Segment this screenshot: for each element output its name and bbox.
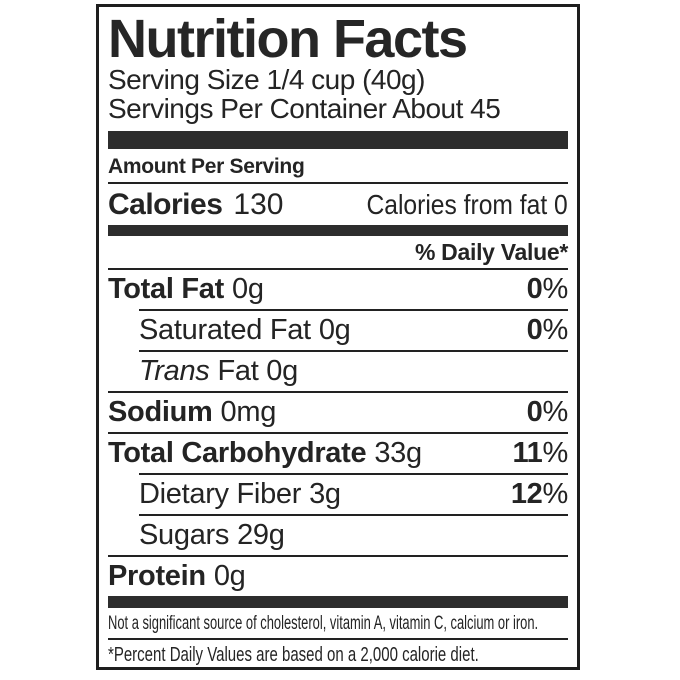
row-dietary-fiber: Dietary Fiber 3g 12% xyxy=(108,475,568,514)
nutrient-amount: Fat 0g xyxy=(217,355,298,387)
row-total-carbohydrate: Total Carbohydrate 33g 11% xyxy=(108,434,568,473)
calories-row: Calories 130 Calories from fat 0 xyxy=(108,184,568,225)
serving-info: Serving Size 1/4 cup (40g) Servings Per … xyxy=(108,65,568,123)
divider-rule xyxy=(139,514,568,516)
divider-rule xyxy=(108,638,568,640)
nutrient-name: Protein xyxy=(108,560,206,592)
nutrient-name: Sugars xyxy=(139,519,230,551)
nutrient-amount: 0mg xyxy=(220,396,277,428)
row-total-fat: Total Fat 0g 0% xyxy=(108,270,568,309)
daily-value-percent: 12% xyxy=(510,478,568,510)
nutrient-name: Total Carbohydrate xyxy=(108,437,367,469)
nutrient-name: Dietary Fiber xyxy=(139,478,302,510)
divider-rule xyxy=(139,473,568,475)
daily-values-footnote: *Percent Daily Values are based on a 2,0… xyxy=(108,644,479,666)
divider-rule xyxy=(139,350,568,352)
row-sugars: Sugars 29g xyxy=(108,516,568,555)
nutrient-name: Saturated Fat xyxy=(139,314,311,346)
daily-value-percent: 0% xyxy=(526,273,569,305)
calories-label: Calories xyxy=(108,188,223,221)
divider-rule xyxy=(108,432,568,434)
nutrient-name: Trans xyxy=(139,355,210,387)
separator-bar-thick-top xyxy=(108,131,568,149)
divider-rule xyxy=(108,182,568,184)
daily-value-percent: 0% xyxy=(526,314,569,346)
not-significant-note: Not a significant source of cholesterol,… xyxy=(108,613,539,634)
divider-rule xyxy=(108,555,568,557)
divider-rule xyxy=(139,309,568,311)
daily-values-footnote-row: *Percent Daily Values are based on a 2,0… xyxy=(108,640,568,670)
daily-value-percent: 0% xyxy=(526,396,569,428)
nutrient-amount: 3g xyxy=(309,478,341,510)
calories-value: 130 xyxy=(233,188,284,221)
divider-rule xyxy=(108,268,568,270)
row-sodium: Sodium 0mg 0% xyxy=(108,393,568,432)
separator-bar-thick-bottom xyxy=(108,596,568,608)
nutrient-amount: 29g xyxy=(237,519,285,551)
nutrition-label: Nutrition Facts Serving Size 1/4 cup (40… xyxy=(96,4,580,670)
servings-per-container: Servings Per Container About 45 xyxy=(108,93,501,124)
not-significant-note-row: Not a significant source of cholesterol,… xyxy=(108,608,568,638)
nutrient-name: Sodium xyxy=(108,396,213,428)
nutrient-amount: 33g xyxy=(374,437,422,469)
row-trans-fat: Trans Fat 0g xyxy=(108,352,568,391)
row-protein: Protein 0g xyxy=(108,557,568,596)
nutrient-amount: 0g xyxy=(231,273,264,305)
serving-size: Serving Size 1/4 cup (40g) xyxy=(108,64,425,95)
divider-rule xyxy=(108,391,568,393)
amount-per-serving-label: Amount Per Serving xyxy=(108,155,305,178)
daily-value-percent: 11% xyxy=(512,437,568,469)
nutrient-amount: 0g xyxy=(318,314,351,346)
row-saturated-fat: Saturated Fat 0g 0% xyxy=(108,311,568,350)
separator-bar-medium xyxy=(108,225,568,236)
label-title: Nutrition Facts xyxy=(108,9,468,69)
nutrient-name: Total Fat xyxy=(108,273,224,305)
calories-from-fat: Calories from fat 0 xyxy=(366,189,568,220)
daily-value-header: % Daily Value* xyxy=(414,239,568,265)
nutrient-amount: 0g xyxy=(213,560,246,592)
